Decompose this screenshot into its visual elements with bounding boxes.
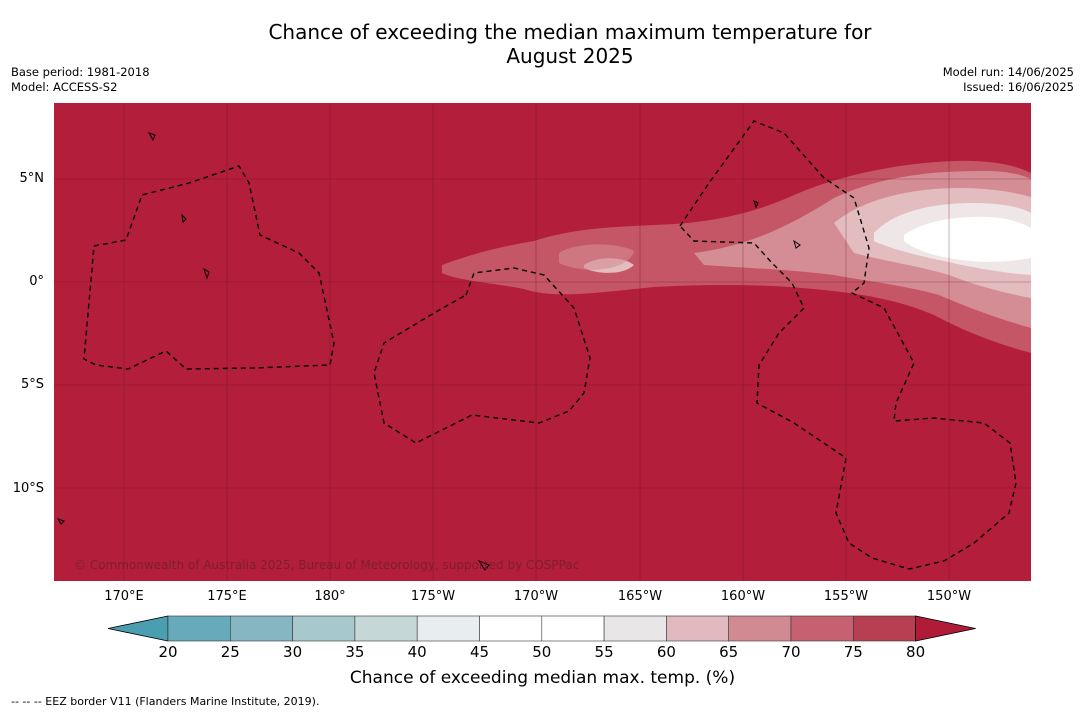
colorbar-tick-label: 70	[781, 643, 801, 661]
lat-label-0: 0°	[29, 274, 44, 289]
colorbar-tick-label: 45	[469, 643, 490, 661]
lon-label: 180°	[314, 589, 346, 604]
lon-label: 160°W	[720, 589, 766, 604]
eez-legend-note: -- -- -- EEZ border V11 (Flanders Marine…	[11, 695, 320, 708]
colorbar-tick-label: 25	[220, 643, 240, 661]
colorbar-tick-label: 60	[656, 643, 676, 661]
colorbar-under-arrow	[107, 615, 169, 642]
island	[181, 213, 187, 224]
island	[147, 132, 156, 142]
colorbar-segment	[666, 615, 730, 642]
lon-label: 170°W	[513, 589, 559, 604]
colorbar-label: Chance of exceeding median max. temp. (%…	[349, 668, 736, 688]
colorbar-segment	[354, 615, 418, 642]
colorbar-tick-label: 65	[719, 643, 739, 661]
band-left-blob	[559, 244, 634, 270]
island	[477, 559, 490, 571]
base-period: Base period: 1981-2018	[11, 65, 150, 79]
lat-label-5s: 5°S	[20, 377, 44, 392]
colorbar-over-arrow	[915, 615, 976, 642]
colorbar-tick-label: 35	[345, 643, 365, 661]
colorbar-segment	[852, 615, 916, 642]
eez-howland-baker	[373, 267, 591, 444]
colorbar-tick-label: 80	[906, 643, 926, 661]
model-name: Model: ACCESS-S2	[11, 80, 118, 94]
colorbar-segment	[790, 615, 854, 642]
issued-date: Issued: 16/06/2025	[963, 80, 1074, 94]
graticule	[54, 103, 1031, 581]
lon-label: 155°W	[823, 589, 869, 604]
title-line-2: August 2025	[506, 44, 634, 68]
island	[753, 200, 759, 209]
lon-label: 165°W	[617, 589, 663, 604]
islands	[56, 132, 801, 571]
map-title: Chance of exceeding the median maximum t…	[0, 20, 1085, 68]
lon-label: 175°W	[410, 589, 456, 604]
colorbar-tick-label: 75	[843, 643, 863, 661]
colorbar-tick-label: 30	[283, 643, 303, 661]
title-line-1: Chance of exceeding the median maximum t…	[268, 20, 872, 44]
colorbar-tick-label: 55	[594, 643, 614, 661]
lat-label-10s: 10°S	[12, 481, 44, 496]
lon-label: 170°E	[104, 589, 144, 604]
colorbar-segment	[728, 615, 792, 642]
colorbar-segment	[292, 615, 356, 642]
lat-label-5n: 5°N	[19, 171, 45, 186]
eez-borders	[83, 120, 1017, 570]
colorbar-segment	[603, 615, 667, 642]
eez-kiribati-line	[679, 120, 1017, 570]
probability-map	[54, 103, 1031, 581]
colorbar-tick-label: 40	[407, 643, 427, 661]
island	[56, 518, 65, 525]
colorbar	[107, 615, 976, 642]
lon-label: 150°W	[926, 589, 972, 604]
colorbar-tick-label: 20	[158, 643, 178, 661]
meta-right: Model run: 14/06/2025 Issued: 16/06/2025	[943, 65, 1074, 95]
colorbar-segment	[416, 615, 480, 642]
colorbar-segment	[479, 615, 543, 642]
model-run: Model run: 14/06/2025	[942, 65, 1074, 79]
lon-label: 175°E	[207, 589, 247, 604]
meta-left: Base period: 1981-2018 Model: ACCESS-S2	[11, 65, 150, 95]
colorbar-segment	[167, 615, 231, 642]
colorbar-segment	[541, 615, 605, 642]
island	[203, 267, 210, 280]
colorbar-segment	[230, 615, 293, 642]
colorbar-tick-label: 50	[532, 643, 552, 661]
copyright-credit: © Commonwealth of Australia 2025, Bureau…	[74, 558, 580, 572]
island	[793, 239, 801, 249]
eez-kiribati-gilbert	[83, 165, 335, 370]
band-core	[904, 216, 1031, 262]
